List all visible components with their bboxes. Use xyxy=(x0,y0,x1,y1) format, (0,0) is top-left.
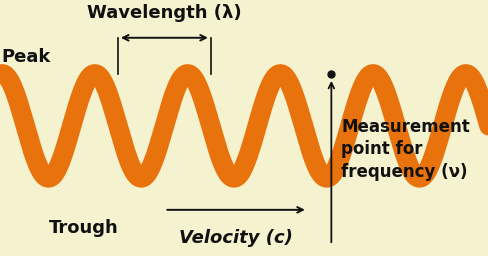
Text: Trough: Trough xyxy=(49,219,119,237)
Text: Velocity (c): Velocity (c) xyxy=(179,229,292,247)
Text: Wavelength (λ): Wavelength (λ) xyxy=(87,4,241,22)
Text: Measurement
point for
frequency (ν): Measurement point for frequency (ν) xyxy=(341,118,469,181)
Text: Peak: Peak xyxy=(1,48,51,66)
